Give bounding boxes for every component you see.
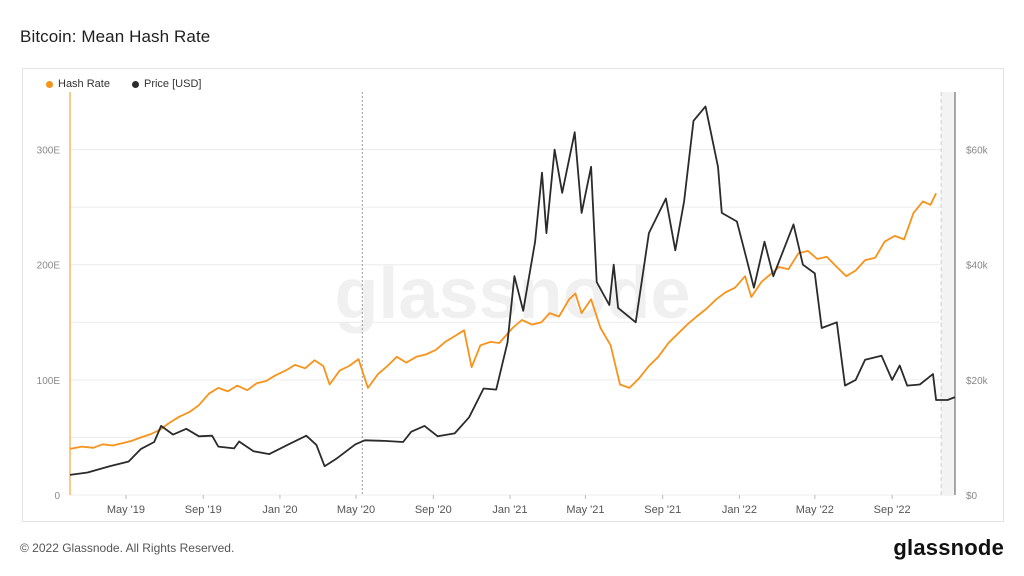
x-tick-label: Jan '21 — [492, 504, 527, 516]
recent-data-band — [941, 92, 955, 495]
legend-item-price[interactable]: Price [USD] — [131, 78, 202, 90]
chart-title: Bitcoin: Mean Hash Rate — [20, 27, 211, 46]
series-line-hash-rate — [69, 192, 937, 450]
y-left-tick-label: 200E — [37, 261, 61, 272]
y-right-tick-label: $20k — [966, 376, 989, 387]
legend-item-hash-rate[interactable]: Hash Rate — [46, 78, 110, 90]
x-tick-label: May '22 — [796, 504, 834, 516]
x-tick-label: May '21 — [566, 504, 604, 516]
x-tick-label: May '20 — [337, 504, 375, 516]
y-right-tick-label: $60k — [966, 146, 989, 157]
chart-legend: Hash Rate Price [USD] — [46, 78, 201, 90]
series-line-price — [69, 105, 956, 476]
y-left-tick-label: 100E — [37, 376, 61, 387]
glassnode-logo: glassnode — [893, 535, 1004, 560]
x-tick-label: Sep '22 — [874, 504, 911, 516]
legend-price-dot-icon — [131, 80, 139, 88]
legend-hash-rate-dot-icon — [46, 80, 53, 88]
x-tick-label: Sep '19 — [185, 504, 222, 516]
x-tick-label: Sep '21 — [644, 504, 681, 516]
y-right-tick-label: $0 — [966, 491, 978, 502]
legend-price-label: Price [USD] — [143, 78, 202, 90]
chart-panel — [22, 68, 1004, 522]
y-right-tick-label: $40k — [966, 261, 989, 272]
legend-hash-rate-label: Hash Rate — [58, 78, 110, 90]
x-tick-label: Jan '22 — [722, 504, 757, 516]
x-tick-label: Sep '20 — [415, 504, 452, 516]
copyright-text: © 2022 Glassnode. All Rights Reserved. — [20, 541, 235, 555]
y-left-tick-label: 300E — [37, 146, 61, 157]
y-left-tick-label: 0 — [54, 491, 60, 502]
x-tick-label: Jan '20 — [262, 504, 297, 516]
x-tick-label: May '19 — [107, 504, 145, 516]
